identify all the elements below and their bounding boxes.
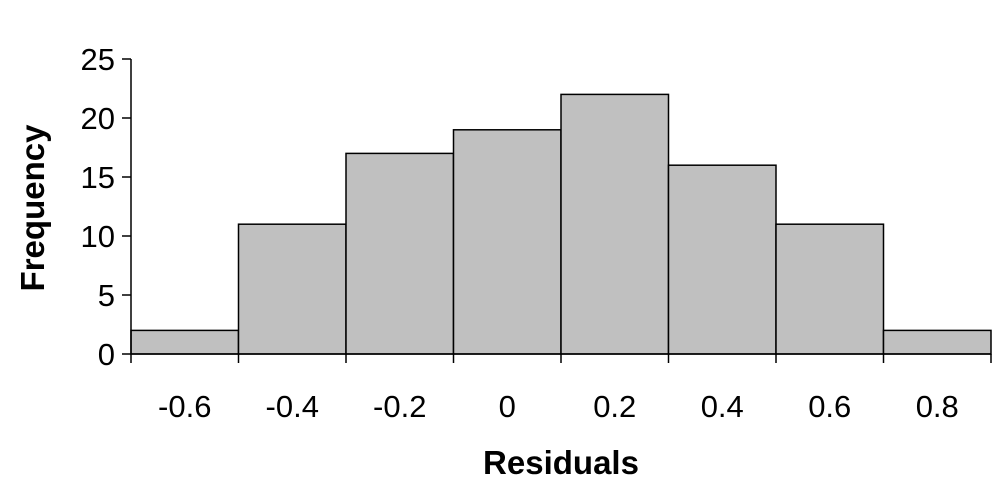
axes-group bbox=[122, 58, 992, 363]
x-axis-title: Residuals bbox=[483, 444, 639, 481]
bar--0.2 bbox=[345, 152, 455, 355]
y-tick-label: 5 bbox=[98, 278, 115, 313]
x-tick-label: -0.4 bbox=[266, 389, 319, 424]
y-axis-title: Frequency bbox=[14, 124, 51, 292]
bars-group bbox=[130, 93, 992, 355]
y-tick-label: 25 bbox=[81, 42, 115, 77]
bar-0.6 bbox=[775, 223, 885, 355]
bar-0.2 bbox=[560, 93, 670, 355]
bar--0.6 bbox=[130, 329, 240, 355]
x-tick-labels: -0.6 -0.4 -0.2 0 0.2 0.4 0.6 0.8 bbox=[158, 389, 959, 424]
y-tick-label: 15 bbox=[81, 160, 115, 195]
bar-0.8 bbox=[882, 329, 992, 355]
x-tick-label: 0.4 bbox=[701, 389, 744, 424]
x-tick-label: 0.6 bbox=[808, 389, 851, 424]
x-tick-label: -0.6 bbox=[158, 389, 211, 424]
x-tick-label: -0.2 bbox=[373, 389, 426, 424]
bar-0 bbox=[452, 129, 562, 355]
y-tick-label: 0 bbox=[98, 337, 115, 372]
bar--0.4 bbox=[237, 223, 347, 355]
y-tick-label: 10 bbox=[81, 219, 115, 254]
x-tick-label: 0 bbox=[499, 389, 516, 424]
x-tick-label: 0.8 bbox=[916, 389, 959, 424]
y-tick-label: 20 bbox=[81, 101, 115, 136]
y-tick-labels: 0 5 10 15 20 25 bbox=[81, 42, 115, 372]
bar-0.4 bbox=[667, 164, 777, 355]
x-tick-label: 0.2 bbox=[593, 389, 636, 424]
